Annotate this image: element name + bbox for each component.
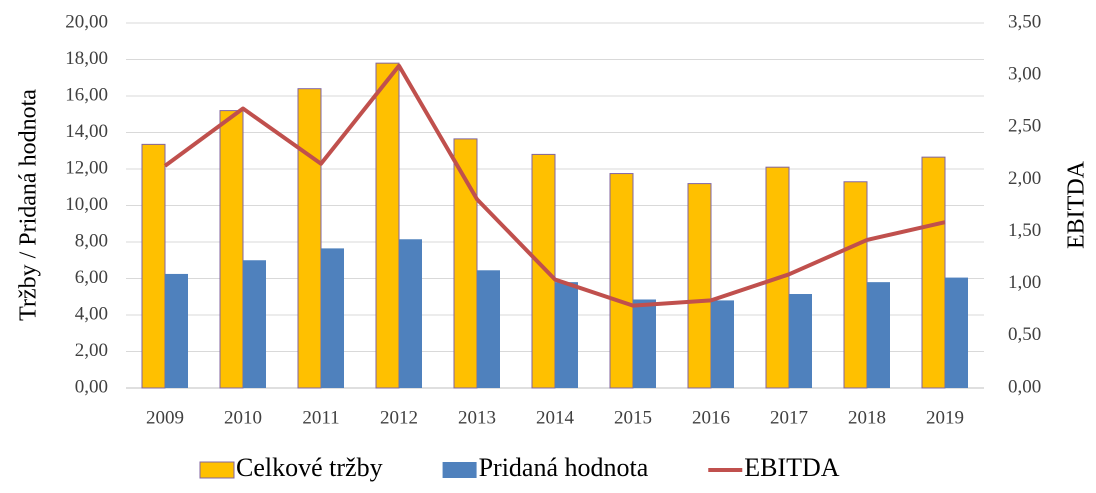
bar xyxy=(399,239,422,388)
y-tick-label: 16,00 xyxy=(65,84,108,105)
x-tick-label: 2019 xyxy=(926,407,964,428)
line-series xyxy=(163,63,946,308)
bar xyxy=(843,181,868,389)
y-tick-label: 6,00 xyxy=(75,267,108,288)
y2-tick-label: 2,00 xyxy=(1008,168,1041,189)
x-tick-label: 2009 xyxy=(146,407,184,428)
y-tick-label: 4,00 xyxy=(75,303,108,324)
legend-swatch xyxy=(199,461,235,479)
y2-tick-label: 0,00 xyxy=(1008,376,1041,397)
y-tick-label: 2,00 xyxy=(75,340,108,361)
y2-tick-label: 1,50 xyxy=(1008,220,1041,241)
bar xyxy=(141,143,166,389)
y2-tick-label: 1,00 xyxy=(1008,272,1041,293)
y2-tick-label: 3,50 xyxy=(1008,11,1041,32)
x-tick-label: 2018 xyxy=(848,407,886,428)
legend-label: EBITDA xyxy=(744,453,840,482)
x-tick-label: 2013 xyxy=(458,407,496,428)
x-tick-label: 2012 xyxy=(380,407,418,428)
bar xyxy=(609,173,634,389)
x-tick-label: 2011 xyxy=(302,407,339,428)
y-axis-title: Tržby / Pridaná hodnota xyxy=(16,89,42,321)
bar xyxy=(243,260,266,388)
bar xyxy=(453,138,478,389)
bar xyxy=(921,156,946,389)
bar xyxy=(477,270,500,388)
bar xyxy=(945,277,968,388)
y-tick-label: 18,00 xyxy=(65,48,108,69)
y2-axis-title: EBITDA xyxy=(1064,160,1090,249)
x-tick-label: 2010 xyxy=(224,407,262,428)
y-tick-label: 10,00 xyxy=(65,194,108,215)
y-tick-label: 20,00 xyxy=(65,11,108,32)
bar xyxy=(867,282,890,388)
y2-tick-label: 2,50 xyxy=(1008,116,1041,137)
bar xyxy=(375,62,400,389)
bar xyxy=(297,88,322,389)
y-tick-label: 0,00 xyxy=(75,376,108,397)
x-tick-label: 2016 xyxy=(692,407,730,428)
x-tick-label: 2014 xyxy=(536,407,575,428)
bar xyxy=(219,110,244,389)
y-tick-label: 12,00 xyxy=(65,157,108,178)
y-tick-label: 8,00 xyxy=(75,230,108,251)
legend-label: Celkové tržby xyxy=(236,453,383,482)
bar xyxy=(633,299,656,388)
bar xyxy=(687,183,712,389)
y2-tick-label: 0,50 xyxy=(1008,324,1041,345)
y-tick-label: 14,00 xyxy=(65,121,108,142)
x-tick-label: 2015 xyxy=(614,407,652,428)
legend-label: Pridaná hodnota xyxy=(479,453,649,482)
bar xyxy=(555,282,578,388)
x-tick-label: 2017 xyxy=(770,407,808,428)
bar xyxy=(165,273,188,388)
bar xyxy=(531,153,556,389)
bar xyxy=(711,300,734,388)
bar xyxy=(321,248,344,388)
bar xyxy=(789,294,812,388)
legend-swatch xyxy=(442,462,477,478)
y2-tick-label: 3,00 xyxy=(1008,64,1041,85)
